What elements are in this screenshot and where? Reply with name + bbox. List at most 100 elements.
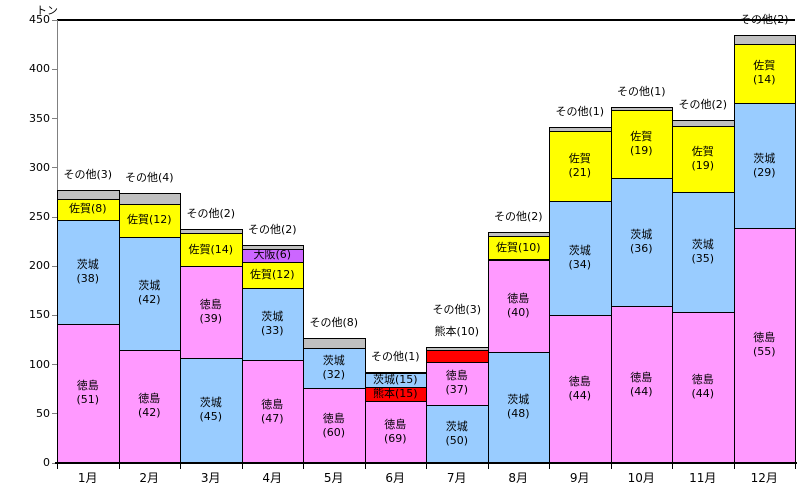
bar-segment-11月-その他	[672, 119, 735, 128]
x-axis-tick	[57, 464, 58, 469]
bar-segment-11月-佐賀	[672, 126, 735, 193]
bar-segment-4月-その他	[241, 244, 304, 250]
x-axis-tick	[795, 464, 796, 469]
bar-segment-9月-その他	[549, 127, 612, 132]
bar-segment-5月-茨城	[303, 348, 366, 389]
x-axis-tick	[610, 464, 612, 469]
bar-segment-11月-茨城	[672, 191, 735, 313]
bar-segment-12月-徳島	[733, 227, 796, 464]
y-axis-tick	[52, 462, 57, 464]
x-axis-label-4月: 4月	[262, 471, 283, 485]
bar-segment-6月-その他	[364, 372, 427, 375]
bar-segment-8月-佐賀	[487, 236, 550, 261]
bar-segment-9月-佐賀	[549, 130, 612, 203]
bar-segment-1月-徳島	[57, 323, 120, 464]
x-axis-label-8月: 8月	[508, 471, 529, 485]
bar-segment-1月-佐賀	[57, 198, 120, 222]
above-bar-label-その他: その他(8)	[309, 316, 359, 330]
above-bar-label-その他: その他(2)	[493, 209, 543, 223]
bar-segment-3月-その他	[180, 228, 243, 235]
x-axis-tick	[426, 464, 427, 469]
above-bar-label-その他: その他(4)	[124, 171, 174, 185]
x-axis-label-12月: 12月	[750, 471, 778, 485]
above-bar-label-その他: その他(2)	[678, 97, 728, 111]
bar-segment-10月-茨城	[610, 178, 673, 308]
y-axis-tick	[52, 167, 57, 169]
x-axis-tick	[180, 464, 181, 469]
x-axis-label-5月: 5月	[323, 471, 344, 485]
y-axis-tick	[52, 118, 57, 120]
bar-segment-6月-熊本	[364, 386, 427, 402]
bar-segment-3月-徳島	[180, 266, 243, 359]
y-axis-tick-label: 300	[29, 160, 50, 174]
y-axis-tick-label: 200	[29, 259, 50, 273]
bar-segment-7月-熊本	[426, 350, 489, 363]
x-axis-label-3月: 3月	[200, 471, 221, 485]
y-axis-unit-label: トン	[36, 4, 58, 17]
bar-segment-8月-茨城	[487, 352, 550, 464]
y-axis-tick	[52, 68, 57, 70]
bar-segment-7月-その他	[426, 346, 489, 352]
x-axis-label-7月: 7月	[446, 471, 467, 485]
x-axis-line	[55, 462, 797, 464]
x-axis-tick	[364, 464, 366, 469]
bar-segment-2月-徳島	[118, 349, 181, 464]
x-axis-tick	[487, 464, 489, 469]
y-axis-tick	[52, 413, 57, 415]
bar-segment-8月-徳島	[487, 259, 550, 353]
bar-segment-10月-徳島	[610, 306, 673, 464]
y-axis-tick	[52, 216, 57, 218]
y-axis-tick-label: 400	[29, 62, 50, 76]
x-axis-label-6月: 6月	[385, 471, 406, 485]
bar-segment-9月-茨城	[549, 201, 612, 317]
bar-segment-9月-徳島	[549, 315, 612, 464]
x-axis-label-11月: 11月	[689, 471, 717, 485]
bar-segment-6月-茨城	[364, 373, 427, 388]
y-axis-tick-label: 450	[29, 13, 50, 27]
x-axis-label-2月: 2月	[139, 471, 160, 485]
bar-segment-4月-佐賀	[241, 262, 304, 290]
y-axis-tick	[52, 265, 57, 267]
above-bar-label-その他: その他(1)	[555, 105, 605, 119]
bar-segment-10月-その他	[610, 106, 673, 112]
y-axis-tick-label: 250	[29, 210, 50, 223]
y-axis-tick	[52, 19, 57, 21]
above-bar-label-その他: その他(3)	[432, 302, 482, 316]
bar-segment-2月-茨城	[118, 236, 181, 351]
above-bar-label-熊本: 熊本(10)	[434, 324, 480, 338]
x-axis-tick	[733, 464, 735, 469]
bar-segment-5月-徳島	[303, 388, 366, 464]
bar-segment-5月-その他	[303, 338, 366, 350]
y-axis-tick	[52, 364, 57, 366]
y-axis-tick-label: 350	[29, 111, 50, 125]
x-axis-label-9月: 9月	[569, 471, 590, 485]
bar-segment-3月-茨城	[180, 357, 243, 464]
bar-segment-3月-佐賀	[180, 233, 243, 268]
above-bar-label-その他: その他(1)	[616, 84, 666, 98]
bar-segment-4月-徳島	[241, 360, 304, 464]
x-axis-tick	[549, 464, 550, 469]
bar-segment-12月-茨城	[733, 103, 796, 229]
y-axis-tick-label: 50	[36, 406, 50, 420]
bar-segment-1月-その他	[57, 190, 120, 200]
x-axis-tick	[241, 464, 243, 469]
plot-top-border	[57, 19, 795, 22]
x-axis-tick	[672, 464, 673, 469]
y-axis-tick-label: 0	[43, 456, 50, 469]
bar-segment-12月-佐賀	[733, 43, 796, 105]
bar-segment-11月-徳島	[672, 311, 735, 464]
bar-segment-6月-徳島	[364, 400, 427, 464]
bar-segment-10月-佐賀	[610, 110, 673, 180]
x-axis-tick	[303, 464, 304, 469]
y-axis-tick-label: 100	[29, 357, 50, 371]
bar-segment-2月-その他	[118, 193, 181, 206]
above-bar-label-その他: その他(2)	[186, 206, 236, 220]
x-axis-tick	[118, 464, 120, 469]
bar-segment-7月-徳島	[426, 361, 489, 406]
bar-segment-4月-茨城	[241, 288, 304, 362]
above-bar-label-その他: その他(1)	[370, 350, 420, 364]
bar-segment-2月-佐賀	[118, 204, 181, 238]
above-bar-label-その他: その他(2)	[739, 12, 789, 26]
bar-segment-8月-その他	[487, 231, 550, 238]
